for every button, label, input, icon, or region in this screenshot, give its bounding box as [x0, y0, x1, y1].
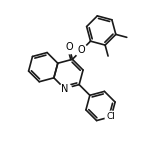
Text: Cl: Cl [107, 112, 116, 121]
Text: O: O [65, 42, 73, 52]
Text: O: O [78, 45, 85, 55]
Text: N: N [61, 84, 68, 94]
